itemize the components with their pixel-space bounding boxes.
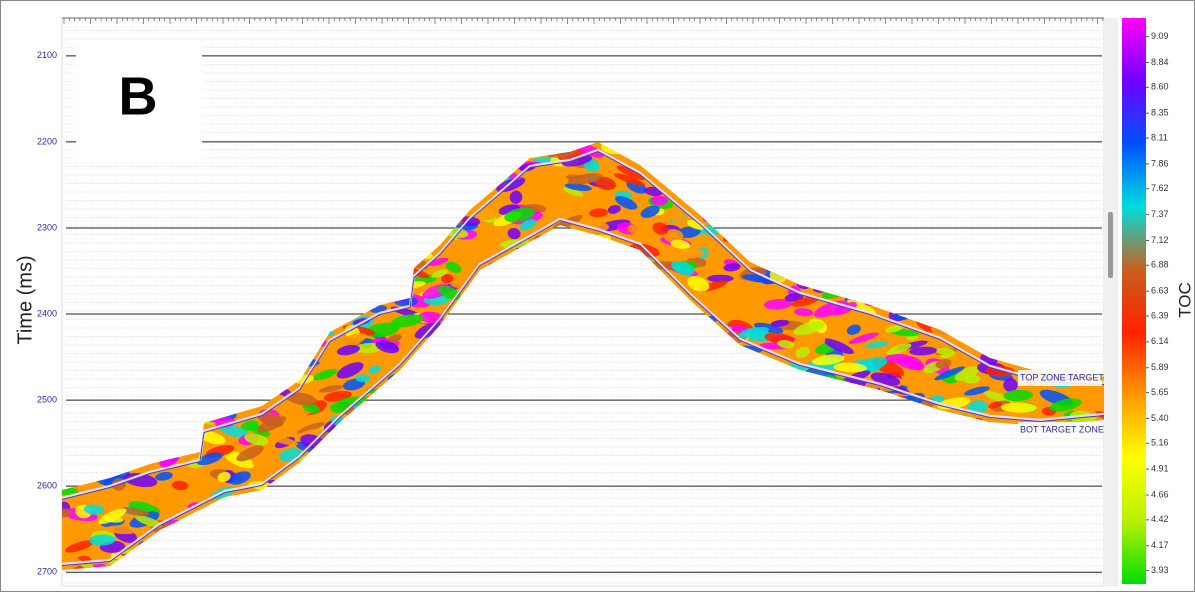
colorbar-tick-label: 5.40 — [1151, 413, 1169, 423]
plot-area — [62, 18, 1104, 586]
colorbar-tick-label: 6.14 — [1151, 336, 1169, 346]
colorbar-tick-label: 7.12 — [1151, 235, 1169, 245]
colorbar-tick-label: 8.11 — [1151, 132, 1168, 142]
annotation: TOP ZONE TARGET — [1020, 372, 1104, 382]
annotation: BOT TARGET ZONE — [1020, 424, 1104, 434]
colorbar-tick-label: 4.66 — [1151, 489, 1169, 499]
colorbar-tick-label: 6.88 — [1151, 260, 1169, 270]
chart: B Time (ms) TOP ZONE TARGET BOT TARGET Z… — [0, 0, 1195, 592]
colorbar-tick-label: 9.09 — [1151, 31, 1169, 41]
colorbar-tick-label: 8.84 — [1151, 57, 1169, 67]
colorbar-label: TOC — [1175, 282, 1194, 318]
scrollbar-track[interactable] — [1104, 18, 1118, 586]
y-tick-label: 2700 — [37, 567, 57, 577]
y-tick-label: 2300 — [37, 222, 57, 232]
colorbar-tick-label: 4.42 — [1151, 514, 1169, 524]
colorbar-tick-label: 6.39 — [1151, 310, 1169, 320]
scrollbar-thumb[interactable] — [1108, 212, 1113, 278]
y-tick-label: 2100 — [37, 50, 57, 60]
colorbar-tick-label: 7.62 — [1151, 183, 1169, 193]
seismic-blob — [650, 195, 668, 205]
colorbar-tick-label: 5.16 — [1151, 438, 1169, 448]
colorbar-tick-label: 8.35 — [1151, 108, 1169, 118]
colorbar-tick-label: 5.65 — [1151, 387, 1169, 397]
colorbar-tick-label: 7.37 — [1151, 209, 1169, 219]
colorbar-tick-label: 6.63 — [1151, 286, 1169, 296]
colorbar-tick-label: 5.89 — [1151, 362, 1169, 372]
y-tick-label: 2600 — [37, 481, 57, 491]
colorbar-tick-label: 4.91 — [1151, 464, 1169, 474]
y-axis-label: Time (ms) — [14, 255, 36, 344]
colorbar-tick-label: 7.86 — [1151, 158, 1169, 168]
colorbar-tick-label: 8.60 — [1151, 82, 1169, 92]
y-tick-label: 2200 — [37, 136, 57, 146]
colorbar-tick-label: 4.17 — [1151, 540, 1169, 550]
y-tick-label: 2500 — [37, 394, 57, 404]
y-tick-label: 2400 — [37, 308, 57, 318]
panel-label: B — [119, 66, 158, 126]
colorbar-tick-label: 3.93 — [1151, 565, 1169, 575]
colorbar — [1122, 18, 1146, 584]
